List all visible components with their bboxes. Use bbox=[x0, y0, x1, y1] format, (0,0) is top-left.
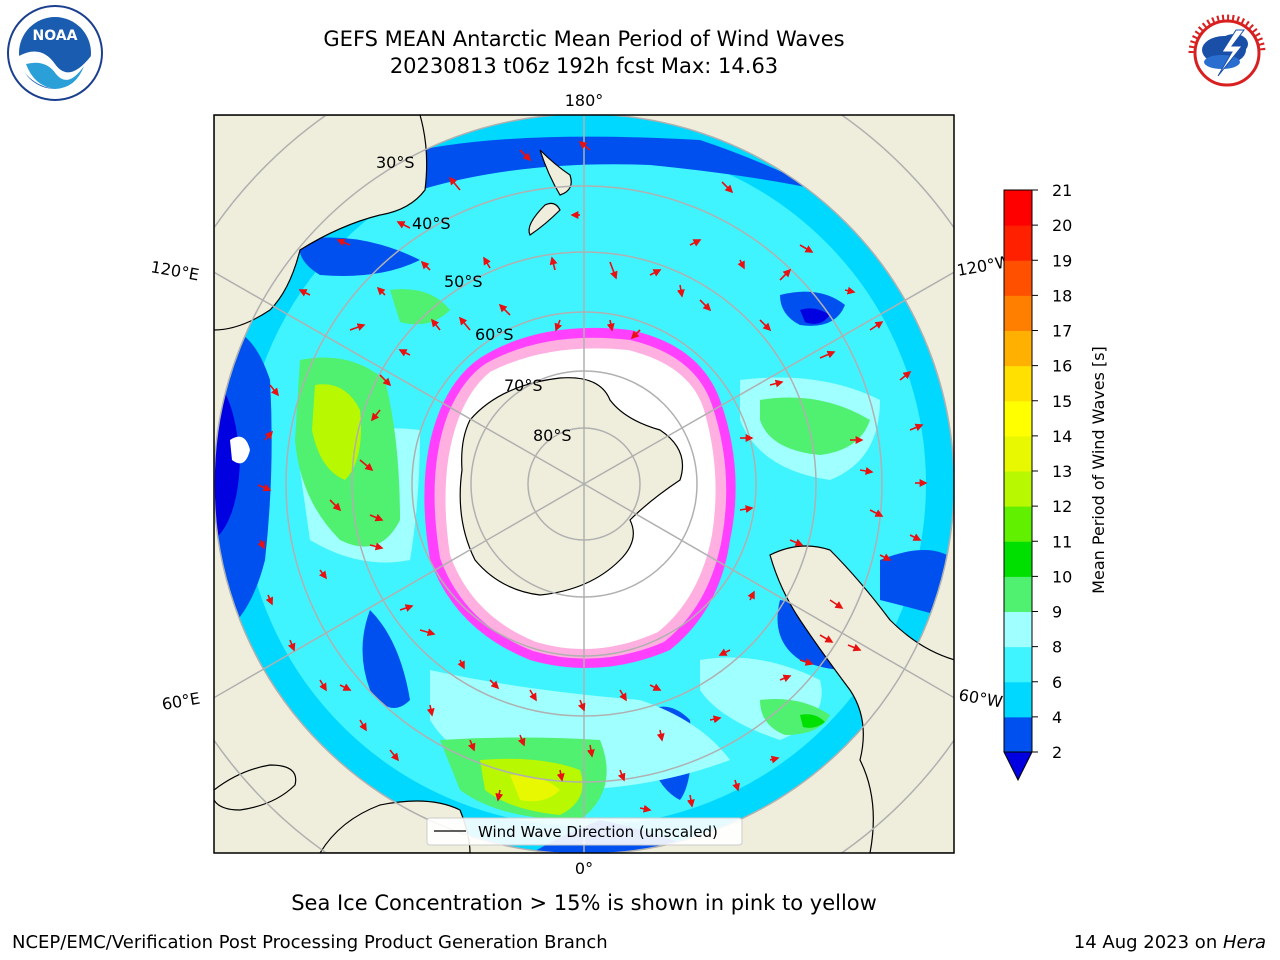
lon-label-60w: 60°W bbox=[957, 685, 1004, 711]
colorbar-tick-label: 15 bbox=[1052, 392, 1072, 411]
colorbar: 2 4 6 8 9 10 11 12 13 14 15 16 17 18 19 20 21 bbox=[1003, 181, 1072, 782]
colorbar-tick-label: 4 bbox=[1052, 708, 1062, 727]
lat-label-30s: 30°S bbox=[376, 153, 415, 172]
colorbar-tick-label: 20 bbox=[1052, 216, 1072, 235]
colorbar-extend-arrow bbox=[1003, 751, 1033, 782]
colorbar-segment bbox=[1004, 506, 1032, 542]
footer-date: 14 Aug 2023 on Hera bbox=[1074, 932, 1266, 953]
colorbar-tick-label: 11 bbox=[1052, 532, 1072, 551]
colorbar-tick-label: 17 bbox=[1052, 322, 1072, 341]
lon-label-180: 180° bbox=[565, 91, 604, 110]
colorbar-tick-label: 13 bbox=[1052, 462, 1072, 481]
colorbar-tick-label: 18 bbox=[1052, 286, 1072, 305]
madagascar bbox=[214, 764, 297, 811]
colorbar-label: Mean Period of Wind Waves [s] bbox=[1089, 346, 1108, 594]
graticule bbox=[214, 115, 954, 853]
colorbar-segment bbox=[1004, 611, 1032, 648]
colorbar-segment bbox=[1004, 646, 1032, 683]
colorbar-segment bbox=[1004, 400, 1032, 437]
noaa-logo: NOAA bbox=[7, 5, 103, 101]
colorbar-segment bbox=[1004, 471, 1032, 507]
colorbar-tick-label: 19 bbox=[1052, 251, 1072, 270]
legend-label: Wind Wave Direction (unscaled) bbox=[478, 823, 718, 841]
colorbar-segment bbox=[1004, 260, 1032, 296]
nws-logo bbox=[1180, 6, 1274, 100]
chart-title: GEFS MEAN Antarctic Mean Period of Wind … bbox=[323, 27, 845, 51]
colorbar-tick-label: 9 bbox=[1052, 603, 1062, 622]
wind-wave-arrows bbox=[257, 141, 928, 813]
lat-label-60s: 60°S bbox=[475, 325, 514, 344]
south-america bbox=[769, 545, 954, 853]
colorbar-segment bbox=[1004, 190, 1032, 226]
colorbar-tick-label: 10 bbox=[1052, 567, 1072, 586]
colorbar-tick-label: 8 bbox=[1052, 638, 1062, 657]
lat-label-40s: 40°S bbox=[412, 214, 451, 233]
legend: Wind Wave Direction (unscaled) bbox=[426, 817, 743, 846]
colorbar-segment bbox=[1004, 330, 1032, 367]
colorbar-tick-label: 14 bbox=[1052, 427, 1072, 446]
lon-label-60e: 60°E bbox=[160, 689, 201, 714]
colorbar-segment bbox=[1004, 225, 1032, 261]
map-area bbox=[214, 115, 954, 853]
colorbar-tick-label: 2 bbox=[1052, 743, 1062, 762]
svg-text:NOAA: NOAA bbox=[33, 28, 78, 44]
colorbar-segment bbox=[1004, 295, 1032, 331]
lat-label-70s: 70°S bbox=[504, 376, 543, 395]
new-zealand bbox=[528, 149, 572, 236]
antarctica bbox=[459, 377, 684, 596]
colorbar-segment bbox=[1004, 716, 1032, 753]
colorbar-segment bbox=[1004, 541, 1032, 577]
chart-subtitle-forecast: 20230813 t06z 192h fcst Max: 14.63 bbox=[389, 54, 779, 78]
plot-frame bbox=[213, 114, 955, 854]
lon-label-120e: 120°E bbox=[149, 257, 200, 284]
colorbar-segment bbox=[1004, 681, 1032, 718]
colorbar-segment bbox=[1004, 365, 1032, 402]
sea-ice-note: Sea Ice Concentration > 15% is shown in … bbox=[291, 891, 877, 915]
colorbar-tick-label: 21 bbox=[1052, 181, 1072, 200]
lat-label-50s: 50°S bbox=[444, 272, 483, 291]
colorbar-tick-label: 6 bbox=[1052, 673, 1062, 692]
colorbar-tick-label: 16 bbox=[1052, 357, 1072, 376]
lon-label-0: 0° bbox=[575, 859, 593, 878]
footer-machine: Hera bbox=[1222, 932, 1266, 953]
lat-label-80s: 80°S bbox=[533, 426, 572, 445]
colorbar-tick-label: 12 bbox=[1052, 497, 1072, 516]
footer-date-prefix: 14 Aug 2023 on bbox=[1073, 932, 1223, 953]
latitude-labels: 30°S 40°S 50°S 60°S 70°S 80°S bbox=[376, 153, 572, 445]
colorbar-segment bbox=[1004, 576, 1032, 612]
australia bbox=[214, 115, 428, 331]
colorbar-segment bbox=[1004, 435, 1032, 472]
footer-credit: NCEP/EMC/Verification Post Processing Pr… bbox=[12, 932, 608, 953]
